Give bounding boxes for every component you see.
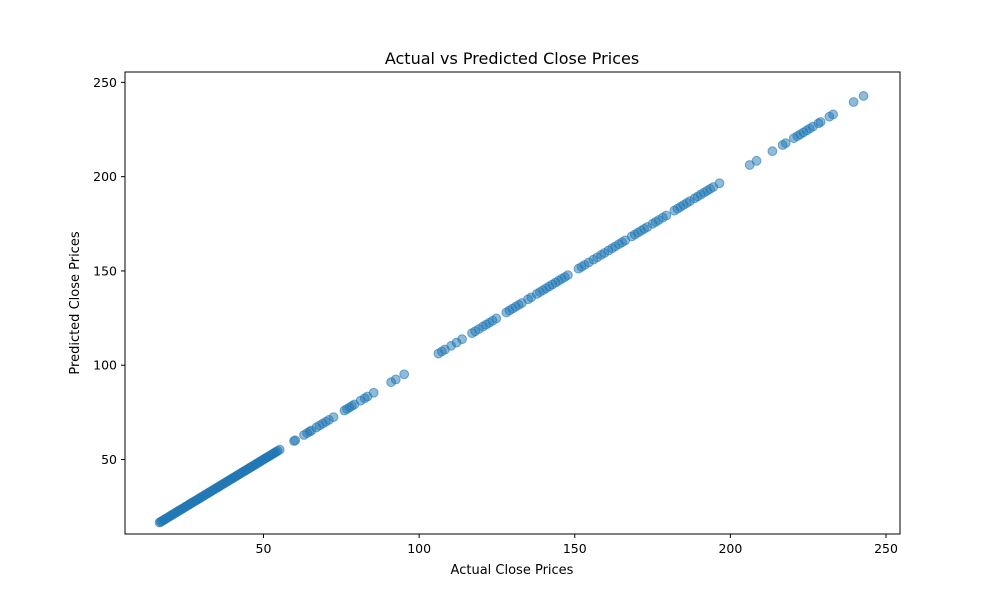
scatter-point (328, 412, 339, 422)
chart-title: Actual vs Predicted Close Prices (385, 49, 639, 68)
scatter-point (815, 117, 826, 127)
x-tick-label: 100 (407, 541, 431, 556)
y-tick-label: 200 (93, 169, 117, 184)
scatter-point (274, 444, 285, 455)
x-tick-label: 50 (256, 541, 272, 556)
scatter-point (714, 178, 725, 189)
scatter-point (390, 374, 401, 385)
scatter-point (661, 210, 672, 221)
scatter-point (563, 270, 573, 280)
y-tick-label: 50 (101, 452, 117, 467)
scatter-point (828, 109, 838, 120)
scatter-point (399, 369, 410, 380)
points-layer (154, 91, 869, 528)
scatter-point (290, 435, 301, 446)
y-tick-label: 100 (93, 358, 117, 373)
y-axis-ticks: 50 100 150 200 250 (93, 75, 125, 467)
x-tick-label: 150 (563, 541, 587, 556)
scatter-point (457, 334, 467, 345)
scatter-point (751, 155, 762, 166)
x-axis-ticks: 50 100 150 200 250 (256, 534, 898, 556)
plot-frame (124, 71, 901, 535)
y-tick-label: 250 (93, 75, 117, 90)
scatter-point (780, 138, 791, 148)
x-axis-label: Actual Close Prices (451, 563, 574, 578)
scatter-point (858, 91, 869, 101)
scatter-point (767, 146, 778, 157)
x-tick-label: 250 (874, 541, 898, 556)
scatter-point (848, 97, 859, 107)
scatter-point (491, 313, 502, 324)
x-tick-label: 200 (718, 541, 742, 556)
y-tick-label: 150 (93, 263, 117, 278)
y-axis-label: Predicted Close Prices (68, 231, 83, 374)
scatter-point (368, 387, 379, 398)
